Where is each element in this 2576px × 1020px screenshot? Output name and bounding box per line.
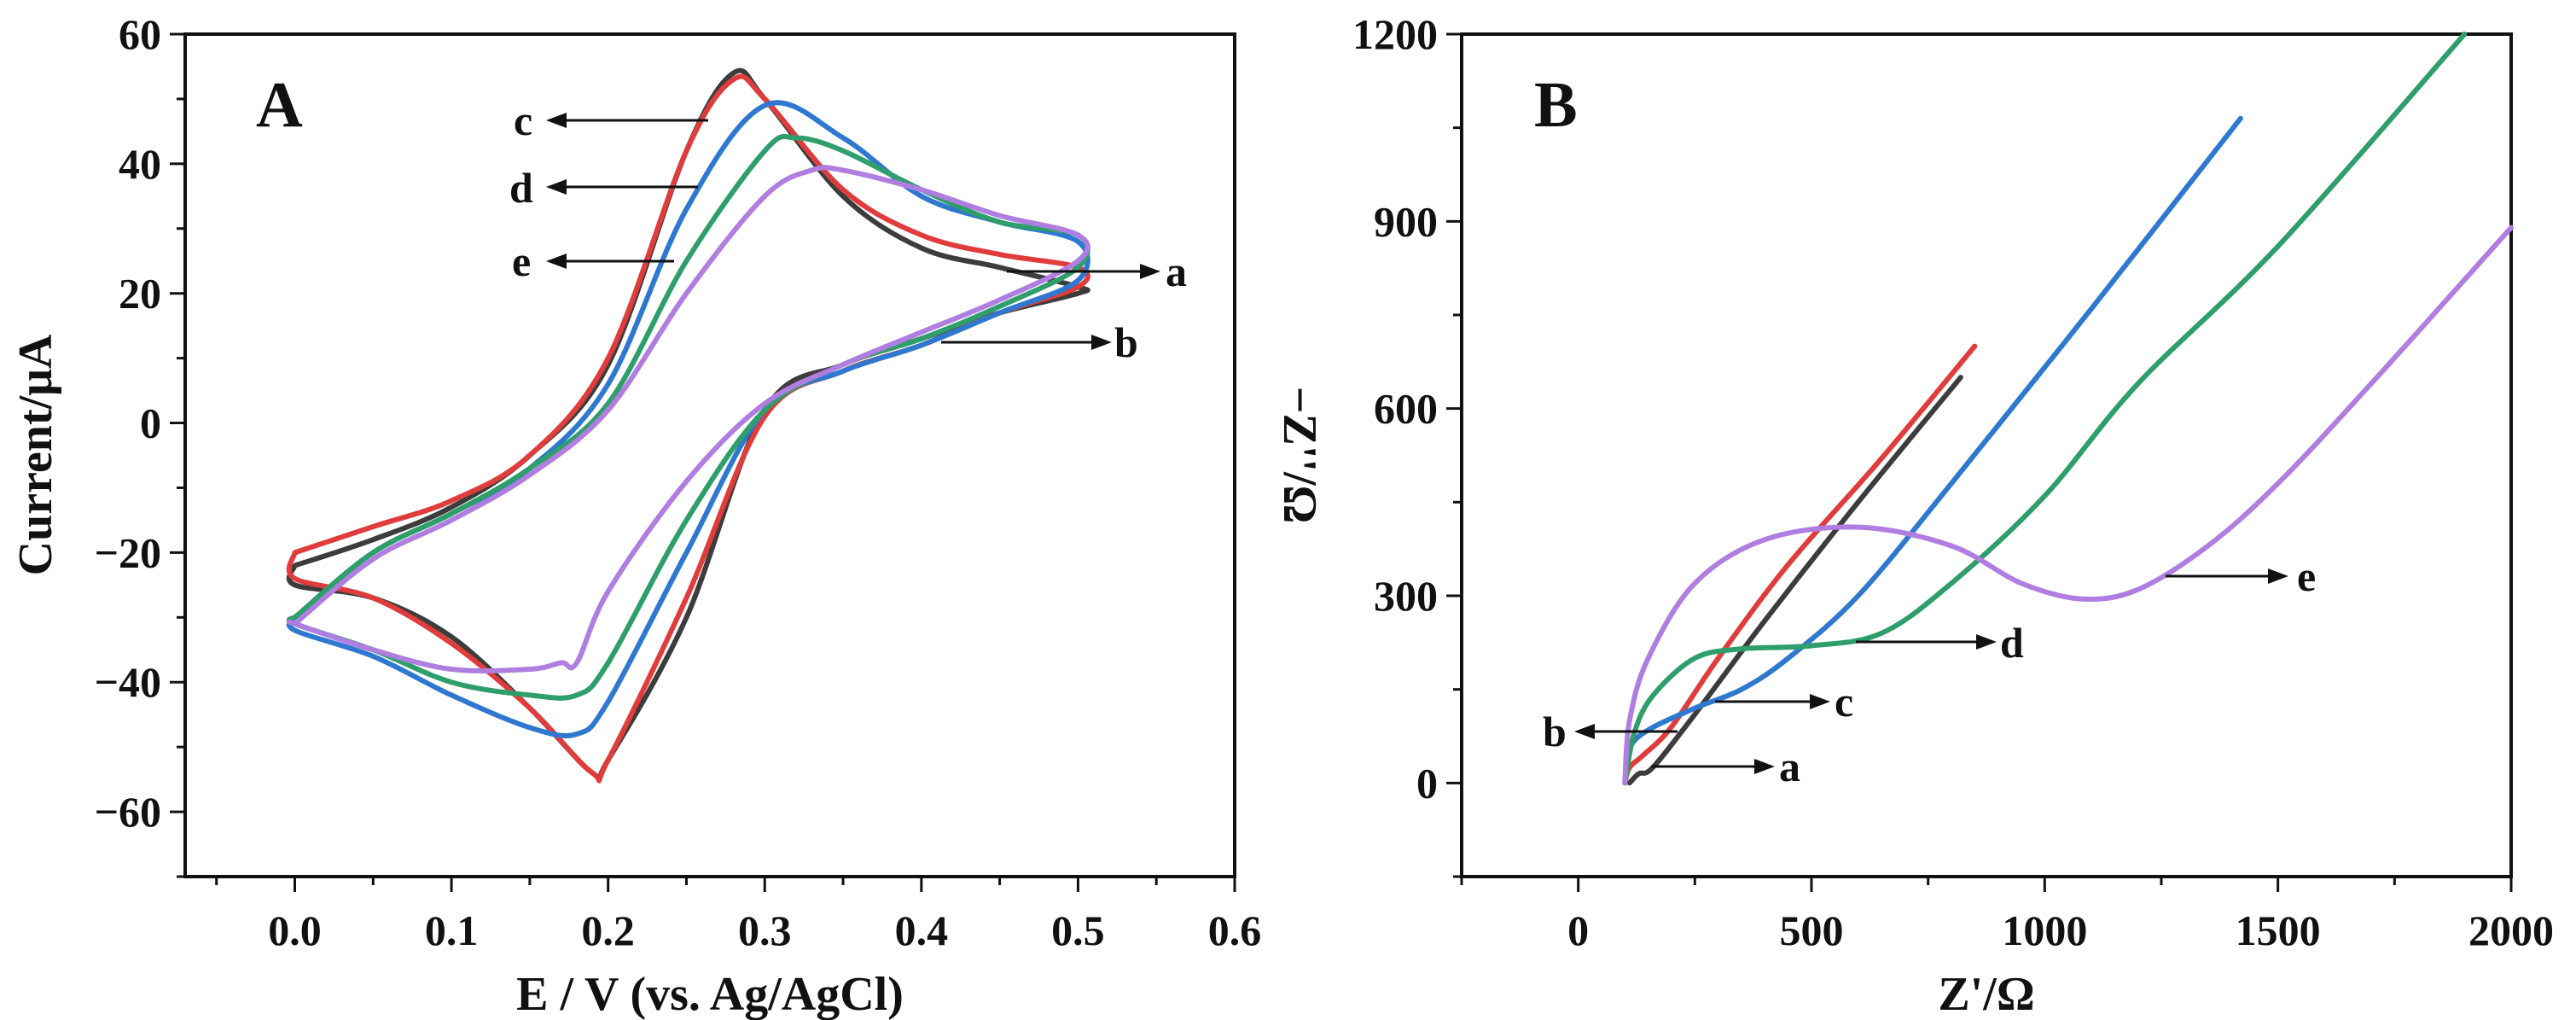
panel-a-y-tick-label: 20 — [119, 270, 161, 318]
panel-b-frame — [1460, 32, 2513, 878]
panel-b-curve-c — [1622, 115, 2243, 786]
panel-a-y-tick-label: 60 — [119, 10, 161, 58]
panel-a-x-tick-label: 0.6 — [1208, 906, 1262, 954]
panel-b-x-tick-label: 2000 — [2468, 906, 2554, 954]
curve-label-c: c — [1835, 678, 1853, 726]
panel-a-curve-b — [286, 73, 1090, 784]
panel-a-x-tick-label: 0.2 — [581, 906, 635, 954]
panel-a-annotation-c: c — [514, 96, 708, 144]
curve-label-e: e — [512, 237, 531, 285]
panel-b-annotation-c: c — [1715, 678, 1853, 726]
panel-a-annotation-b: b — [941, 318, 1138, 366]
panel-a-ticks: 0.0 0.1 0.2 0.3 0.4 0.5 0.6 60 40 20 0 −20 −40 −60 — [95, 10, 1262, 954]
curve-label-a: a — [1779, 743, 1800, 790]
panel-a-y-tick-label: −40 — [95, 658, 162, 706]
panel-a-x-tick-label: 0.5 — [1051, 906, 1105, 954]
panel-b-curve-a — [1626, 375, 1963, 786]
panel-a-annotation-e: e — [512, 237, 674, 285]
panel-a-label: A — [256, 69, 303, 141]
panel-a-x-tick-label: 0.4 — [895, 906, 949, 954]
panel-b-y-tick-label: 300 — [1374, 572, 1438, 620]
curve-label-c: c — [514, 96, 532, 144]
panel-b-curve-e — [1622, 224, 2514, 786]
panel-b-x-tick-label: 0 — [1567, 906, 1589, 954]
curve-label-a: a — [1166, 248, 1187, 295]
arrow-head — [2268, 568, 2288, 584]
panel-b-x-tick-label: 500 — [1780, 906, 1844, 954]
arrow-head — [1810, 694, 1830, 709]
curve-label-b: b — [1114, 318, 1138, 366]
panel-a-y-tick-label: −60 — [95, 788, 162, 836]
arrow-head — [1091, 335, 1112, 350]
panel-b: 0 500 1000 1500 2000 1200 900 600 300 0 B Z'/Ω −Z… — [1273, 10, 2554, 1020]
panel-a-frame — [183, 32, 1236, 878]
panel-b-curve-b — [1622, 343, 1978, 786]
panel-b-y-axis-title: −Z''/Ω — [1273, 387, 1326, 524]
panel-b-annotation-d: d — [1856, 619, 2024, 667]
panel-b-x-tick-label: 1500 — [2236, 906, 2321, 954]
curve-label-b: b — [1543, 708, 1567, 755]
panel-a-x-tick-label: 0.0 — [268, 906, 322, 954]
panel-b-x-tick-label: 1000 — [2002, 906, 2087, 954]
panel-a-x-axis-title: E / V (vs. Ag/AgCl) — [516, 968, 904, 1020]
panel-b-y-tick-label: 0 — [1416, 759, 1438, 807]
panel-a-y-tick-label: 0 — [140, 399, 161, 447]
panel-b-curves — [1622, 32, 2514, 786]
panel-a-x-tick-label: 0.3 — [738, 906, 792, 954]
panel-b-curve-d — [1622, 32, 2468, 786]
panel-b-label: B — [1534, 69, 1578, 141]
panel-b-ticks: 0 500 1000 1500 2000 1200 900 600 300 0 — [1352, 10, 2554, 954]
arrow-head — [546, 113, 567, 128]
curve-label-d: d — [2000, 619, 2024, 667]
curve-label-d: d — [509, 164, 533, 212]
panel-a-annotation-a: a — [1007, 248, 1187, 295]
panel-b-annotation-e: e — [2166, 552, 2316, 600]
panel-b-annotation-a: a — [1651, 743, 1800, 790]
arrow-head — [546, 254, 567, 269]
panel-b-x-axis-title: Z'/Ω — [1938, 968, 2034, 1020]
arrow-head — [1140, 264, 1160, 279]
curve-label-e: e — [2297, 552, 2316, 600]
panel-b-annotation-b: b — [1543, 708, 1678, 755]
panel-a-y-axis-title: Current/μA — [9, 334, 62, 575]
arrow-head — [546, 179, 567, 195]
panel-a-curves — [286, 67, 1090, 784]
panel-b-y-tick-label: 1200 — [1352, 10, 1438, 58]
panel-a-annotation-d: d — [509, 164, 698, 212]
arrow-head — [1754, 759, 1775, 774]
panel-a-x-tick-label: 0.1 — [425, 906, 479, 954]
panel-a-y-tick-label: −20 — [95, 528, 162, 576]
panel-a-y-tick-label: 40 — [119, 140, 161, 188]
panel-a-curve-c — [286, 100, 1090, 738]
panel-a-curve-d — [286, 133, 1090, 701]
panel-b-y-tick-label: 600 — [1374, 385, 1438, 433]
arrow-head — [1976, 634, 1997, 650]
arrow-head — [1574, 724, 1595, 739]
panel-b-y-tick-label: 900 — [1374, 197, 1438, 245]
